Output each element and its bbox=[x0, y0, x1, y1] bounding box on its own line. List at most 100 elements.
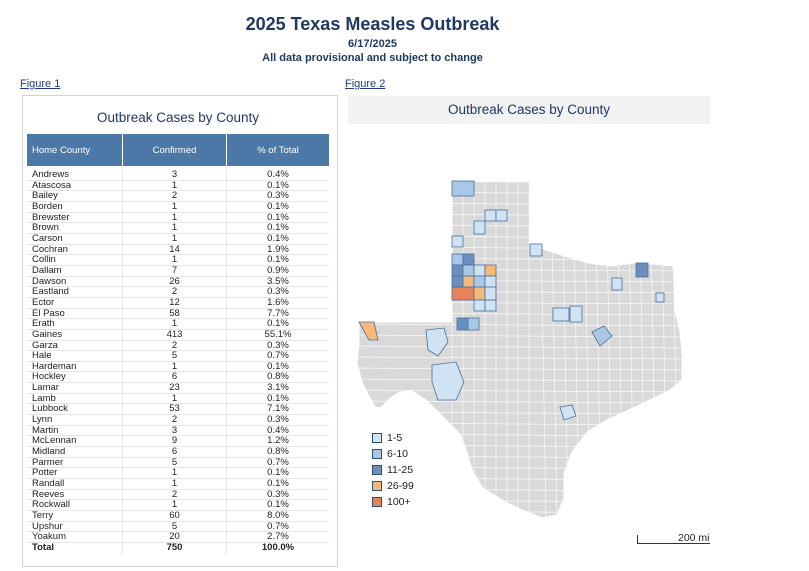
county-highlight[interactable] bbox=[484, 264, 497, 277]
county-highlight[interactable] bbox=[473, 275, 486, 288]
county-highlight[interactable] bbox=[473, 264, 486, 277]
county-highlight[interactable] bbox=[462, 253, 475, 266]
county-highlight[interactable] bbox=[425, 327, 449, 357]
county-cell: Midland bbox=[27, 447, 123, 457]
county-highlight[interactable] bbox=[358, 321, 379, 341]
county-highlight[interactable] bbox=[451, 235, 464, 248]
table-row: Randall 1 0.1% bbox=[27, 479, 329, 490]
percent-cell: 0.1% bbox=[267, 255, 289, 265]
county-highlight[interactable] bbox=[431, 361, 465, 401]
county-cell: Reeves bbox=[27, 489, 123, 500]
texas-county-map[interactable] bbox=[352, 170, 698, 520]
county-highlight[interactable] bbox=[473, 299, 486, 312]
confirmed-cell: 1 bbox=[123, 201, 227, 212]
percent-cell: 0.1% bbox=[267, 468, 289, 479]
table-row: Martin 3 0.4% bbox=[27, 425, 329, 437]
table-row: Potter 1 0.1% bbox=[27, 468, 329, 480]
percent-cell: 0.4% bbox=[267, 425, 289, 436]
percent-cell: 0.8% bbox=[267, 372, 289, 383]
percent-cell: 1.2% bbox=[267, 436, 289, 447]
confirmed-cell: 1 bbox=[123, 500, 227, 510]
county-highlight[interactable] bbox=[467, 317, 480, 331]
county-highlight[interactable] bbox=[451, 253, 464, 266]
county-cell: El Paso bbox=[27, 308, 123, 319]
page-title: 2025 Texas Measles Outbreak bbox=[245, 14, 500, 34]
table-row: Midland 6 0.8% bbox=[27, 447, 329, 458]
county-cell: Parmer bbox=[27, 457, 123, 468]
county-highlight[interactable] bbox=[552, 307, 570, 322]
county-highlight[interactable] bbox=[456, 317, 469, 331]
county-highlight[interactable] bbox=[451, 180, 475, 197]
confirmed-cell: 23 bbox=[123, 383, 227, 393]
table-row: Erath 1 0.1% bbox=[27, 319, 329, 330]
county-highlight[interactable] bbox=[462, 275, 475, 288]
county-highlight[interactable] bbox=[495, 209, 508, 222]
legend-item: 26-99 bbox=[372, 478, 414, 494]
table-row: Yoakum 20 2.7% bbox=[27, 532, 329, 543]
percent-cell: 0.1% bbox=[267, 319, 289, 329]
county-table-panel: Outbreak Cases by County Home County Con… bbox=[22, 95, 338, 567]
table-row: Brewster 1 0.1% bbox=[27, 212, 329, 224]
confirmed-cell: 20 bbox=[123, 532, 227, 542]
county-cell: Dawson bbox=[27, 276, 123, 287]
county-highlight[interactable] bbox=[569, 305, 583, 323]
texas-outline bbox=[356, 180, 683, 519]
confirmed-cell: 2 bbox=[123, 191, 227, 201]
legend-item: 6-10 bbox=[372, 446, 414, 462]
county-highlight[interactable] bbox=[484, 286, 497, 301]
county-cell: Atascosa bbox=[27, 180, 123, 191]
county-highlight[interactable] bbox=[451, 275, 464, 288]
percent-cell: 1.9% bbox=[267, 244, 289, 255]
confirmed-cell: 3 bbox=[123, 425, 227, 436]
confirmed-cell: 1 bbox=[123, 255, 227, 265]
table-row: Ector 12 1.6% bbox=[27, 297, 329, 309]
confirmed-cell: 14 bbox=[123, 244, 227, 255]
county-highlight[interactable] bbox=[451, 286, 475, 301]
figure-1-link[interactable]: Figure 1 bbox=[20, 78, 61, 90]
legend-swatch bbox=[372, 481, 382, 491]
table-row: McLennan 9 1.2% bbox=[27, 436, 329, 448]
table-row: Bailey 2 0.3% bbox=[27, 191, 329, 202]
county-highlight[interactable] bbox=[484, 275, 497, 288]
map-legend: 1-5 6-10 11-25 26-99 100+ bbox=[372, 430, 414, 510]
county-cell: Bailey bbox=[27, 191, 123, 201]
percent-cell: 8.0% bbox=[267, 511, 289, 521]
county-highlight[interactable] bbox=[484, 209, 497, 222]
percent-cell: 0.7% bbox=[267, 521, 289, 532]
county-cell: Eastland bbox=[27, 287, 123, 297]
confirmed-cell: 413 bbox=[123, 329, 227, 340]
legend-label: 11-25 bbox=[387, 464, 414, 476]
confirmed-cell: 1 bbox=[123, 361, 227, 372]
county-highlight[interactable] bbox=[635, 262, 649, 278]
county-highlight[interactable] bbox=[462, 264, 475, 277]
column-header-percent[interactable]: % of Total bbox=[257, 144, 299, 156]
county-highlight[interactable] bbox=[611, 277, 623, 291]
county-highlight[interactable] bbox=[451, 264, 464, 277]
county-highlight[interactable] bbox=[529, 243, 543, 257]
legend-swatch bbox=[372, 433, 382, 443]
confirmed-cell: 1 bbox=[123, 393, 227, 404]
county-highlight[interactable] bbox=[559, 404, 577, 421]
total-percent: 100.0% bbox=[261, 542, 295, 553]
percent-cell: 0.7% bbox=[267, 351, 289, 361]
county-highlight[interactable] bbox=[591, 325, 613, 347]
table-row: Borden 1 0.1% bbox=[27, 201, 329, 213]
county-highlight[interactable] bbox=[484, 299, 497, 312]
figure-2-link[interactable]: Figure 2 bbox=[345, 78, 386, 90]
legend-label: 100+ bbox=[387, 496, 411, 508]
highlighted-counties bbox=[358, 180, 665, 421]
percent-cell: 55.1% bbox=[264, 329, 292, 340]
column-header-confirmed[interactable]: Confirmed bbox=[123, 134, 227, 166]
county-highlight[interactable] bbox=[473, 220, 486, 235]
confirmed-cell: 2 bbox=[123, 489, 227, 500]
county-cell: Potter bbox=[27, 468, 123, 479]
confirmed-cell: 3 bbox=[123, 170, 227, 180]
county-highlight[interactable] bbox=[655, 292, 665, 303]
county-cell: Carson bbox=[27, 233, 123, 244]
table-row: Parmer 5 0.7% bbox=[27, 457, 329, 469]
column-header-county[interactable]: Home County bbox=[27, 134, 123, 166]
county-highlight[interactable] bbox=[473, 286, 486, 301]
confirmed-cell: 9 bbox=[123, 436, 227, 447]
county-cell: McLennan bbox=[27, 436, 123, 447]
county-cell: Garza bbox=[27, 340, 123, 351]
